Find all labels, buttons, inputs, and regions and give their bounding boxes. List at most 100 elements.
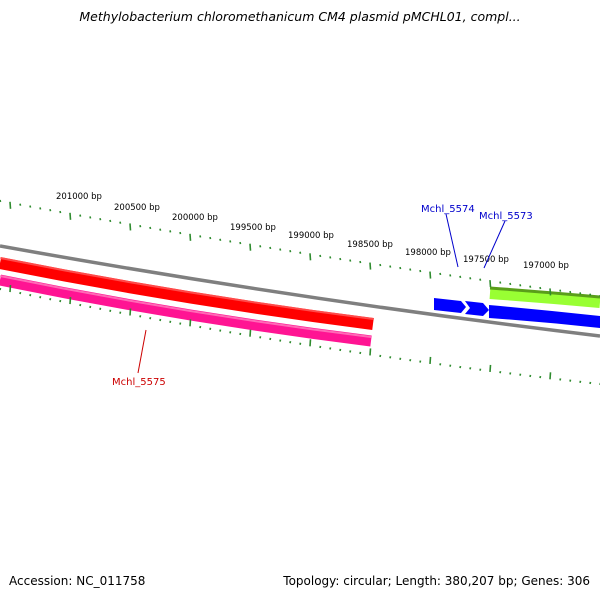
minor-tick bbox=[299, 251, 302, 254]
minor-tick bbox=[89, 305, 92, 309]
major-tick bbox=[309, 339, 312, 347]
minor-tick bbox=[329, 256, 332, 259]
gene-mchl-5573[interactable] bbox=[465, 301, 489, 316]
minor-tick bbox=[209, 327, 212, 331]
minor-tick bbox=[139, 315, 142, 318]
minor-tick bbox=[219, 329, 222, 332]
inner-tick-track bbox=[0, 285, 600, 385]
minor-tick bbox=[439, 272, 442, 276]
major-tick bbox=[489, 364, 492, 372]
tick-label-198000: 198000 bp bbox=[405, 248, 451, 258]
leader-line-mchl-5574 bbox=[445, 213, 459, 268]
minor-tick bbox=[559, 378, 562, 381]
minor-tick bbox=[399, 357, 402, 360]
minor-tick bbox=[209, 236, 212, 240]
gene-green-edge bbox=[489, 286, 600, 299]
minor-tick bbox=[269, 337, 272, 341]
minor-tick bbox=[339, 257, 342, 261]
minor-tick bbox=[539, 375, 542, 379]
minor-tick bbox=[379, 354, 382, 358]
minor-tick bbox=[59, 299, 62, 303]
minor-tick bbox=[219, 238, 222, 241]
minor-tick bbox=[389, 265, 392, 268]
gene-mchl-5574[interactable] bbox=[434, 298, 466, 313]
gene-label-mchl-5575[interactable]: Mchl_5575 bbox=[112, 377, 166, 388]
minor-tick bbox=[459, 365, 462, 369]
major-tick bbox=[69, 297, 72, 305]
minor-tick bbox=[159, 228, 162, 231]
plasmid-backbone bbox=[0, 244, 600, 338]
minor-tick bbox=[419, 360, 422, 363]
major-tick bbox=[549, 288, 552, 296]
minor-tick bbox=[539, 286, 542, 290]
minor-tick bbox=[349, 259, 352, 262]
tick-label-198500: 198500 bp bbox=[347, 240, 393, 250]
minor-tick bbox=[199, 325, 202, 329]
minor-tick bbox=[149, 226, 152, 230]
tick-label-199500: 199500 bp bbox=[230, 223, 276, 233]
tick-label-199000: 199000 bp bbox=[288, 231, 334, 241]
minor-tick bbox=[79, 214, 82, 217]
minor-tick bbox=[39, 207, 42, 210]
minor-tick bbox=[349, 350, 352, 353]
minor-tick bbox=[149, 316, 152, 320]
major-tick bbox=[249, 243, 252, 251]
gene-label-mchl-5574[interactable]: Mchl_5574 bbox=[421, 204, 475, 215]
minor-tick bbox=[479, 368, 482, 371]
minor-tick bbox=[509, 282, 512, 286]
minor-tick bbox=[589, 293, 592, 296]
tick-label-197500: 197500 bp bbox=[463, 255, 509, 265]
minor-tick bbox=[289, 249, 292, 253]
major-tick bbox=[129, 308, 132, 316]
major-tick bbox=[429, 356, 432, 365]
minor-tick bbox=[319, 254, 322, 258]
minor-tick bbox=[89, 216, 92, 219]
minor-tick bbox=[159, 318, 162, 322]
minor-tick bbox=[109, 309, 112, 312]
gene-label-mchl-5573[interactable]: Mchl_5573 bbox=[479, 211, 533, 222]
minor-tick bbox=[259, 336, 262, 339]
minor-tick bbox=[169, 320, 172, 323]
tick-label-197000: 197000 bp bbox=[523, 261, 569, 271]
major-tick bbox=[9, 285, 12, 293]
minor-tick bbox=[29, 205, 32, 208]
minor-tick bbox=[229, 331, 232, 334]
major-tick bbox=[489, 280, 492, 288]
minor-tick bbox=[589, 381, 592, 385]
gene-blue-long[interactable] bbox=[489, 305, 600, 328]
minor-tick bbox=[579, 292, 582, 295]
minor-tick bbox=[119, 311, 122, 314]
gene-green[interactable] bbox=[489, 287, 600, 308]
minor-tick bbox=[119, 221, 122, 224]
minor-tick bbox=[459, 275, 462, 279]
minor-tick bbox=[399, 266, 402, 270]
minor-tick bbox=[449, 274, 452, 277]
minor-tick bbox=[339, 348, 342, 352]
outer-tick-track bbox=[0, 199, 600, 298]
gene-mchl-5575[interactable] bbox=[0, 274, 372, 347]
minor-tick bbox=[79, 303, 82, 307]
minor-tick bbox=[479, 278, 482, 281]
minor-tick bbox=[529, 374, 532, 378]
minor-tick bbox=[319, 345, 322, 349]
minor-tick bbox=[49, 297, 52, 301]
major-tick bbox=[369, 262, 372, 270]
minor-tick bbox=[19, 203, 22, 206]
minor-tick bbox=[559, 289, 562, 292]
minor-tick bbox=[389, 356, 392, 359]
minor-tick bbox=[39, 295, 42, 299]
minor-tick bbox=[529, 285, 532, 288]
gene-red-forward[interactable] bbox=[0, 257, 374, 330]
minor-tick bbox=[229, 240, 232, 243]
major-tick bbox=[309, 253, 312, 261]
tick-label-200000: 200000 bp bbox=[172, 213, 218, 223]
minor-tick bbox=[359, 351, 362, 355]
major-tick bbox=[549, 372, 552, 380]
minor-tick bbox=[289, 340, 292, 344]
minor-tick bbox=[469, 277, 472, 280]
minor-tick bbox=[379, 263, 382, 267]
major-tick bbox=[249, 329, 252, 337]
minor-tick bbox=[419, 269, 422, 273]
gene-pink-highlight bbox=[0, 275, 372, 338]
